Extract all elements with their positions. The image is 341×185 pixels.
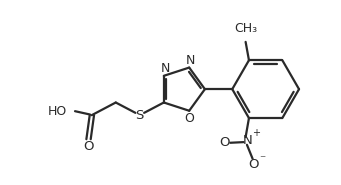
Text: O: O	[184, 112, 194, 125]
Text: S: S	[136, 109, 144, 122]
Text: N: N	[243, 134, 252, 147]
Text: ⁻: ⁻	[260, 154, 266, 167]
Text: N: N	[161, 62, 170, 75]
Text: +: +	[252, 128, 260, 138]
Text: O: O	[219, 136, 229, 149]
Text: CH₃: CH₃	[235, 21, 258, 35]
Text: N: N	[186, 54, 195, 67]
Text: O: O	[248, 158, 258, 171]
Text: O: O	[83, 140, 94, 153]
Text: HO: HO	[48, 105, 67, 118]
